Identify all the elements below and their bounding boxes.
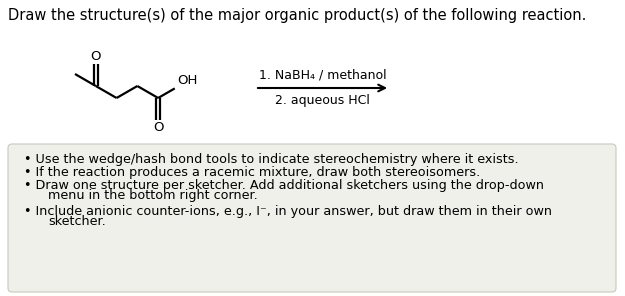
Text: • Use the wedge/hash bond tools to indicate stereochemistry where it exists.: • Use the wedge/hash bond tools to indic… — [24, 153, 519, 166]
Text: 2. aqueous HCl: 2. aqueous HCl — [275, 94, 370, 107]
Text: 1. NaBH₄ / methanol: 1. NaBH₄ / methanol — [259, 69, 386, 82]
Text: • Include anionic counter-ions, e.g., I⁻, in your answer, but draw them in their: • Include anionic counter-ions, e.g., I⁻… — [24, 205, 552, 218]
Text: O: O — [91, 50, 101, 63]
FancyBboxPatch shape — [8, 144, 616, 292]
Text: • Draw one structure per sketcher. Add additional sketchers using the drop-down: • Draw one structure per sketcher. Add a… — [24, 179, 544, 192]
Text: OH: OH — [177, 74, 197, 87]
Text: menu in the bottom right corner.: menu in the bottom right corner. — [48, 189, 258, 202]
Text: Draw the structure(s) of the major organic product(s) of the following reaction.: Draw the structure(s) of the major organ… — [8, 8, 586, 23]
Text: O: O — [153, 120, 163, 133]
Text: sketcher.: sketcher. — [48, 215, 106, 228]
Text: • If the reaction produces a racemic mixture, draw both stereoisomers.: • If the reaction produces a racemic mix… — [24, 166, 480, 179]
